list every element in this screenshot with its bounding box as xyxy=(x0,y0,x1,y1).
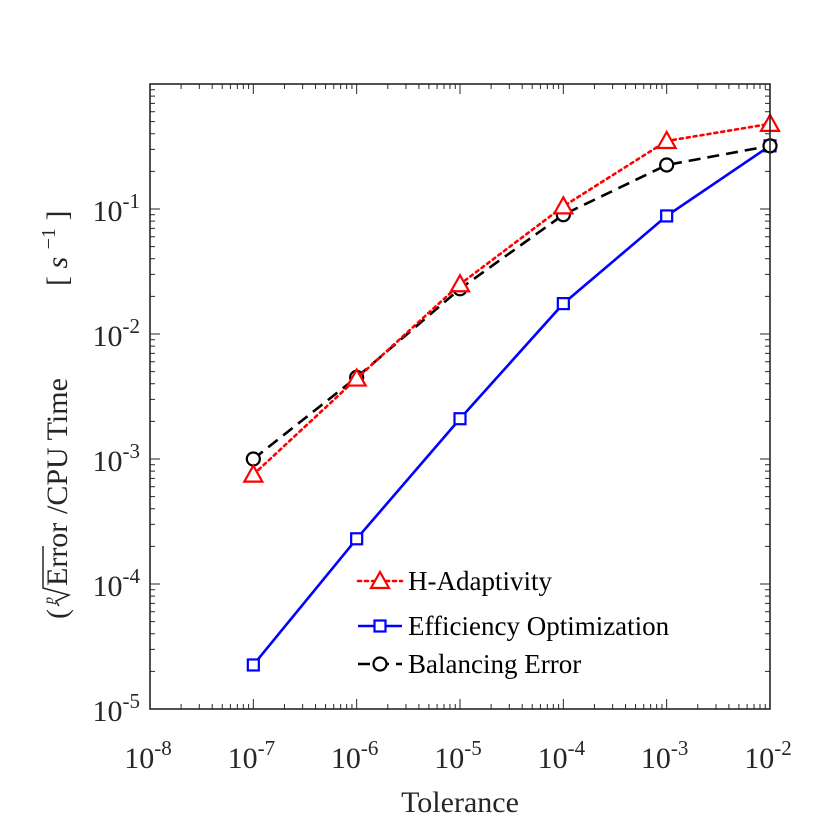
legend: H-Adaptivity Efficiency Optimization Balan… xyxy=(356,566,670,679)
series-efficiency-optimization xyxy=(246,139,777,672)
svg-text:/CPU Time: /CPU Time xyxy=(41,378,74,514)
series-line xyxy=(252,122,772,476)
axis-ticks xyxy=(149,83,771,710)
svg-text:(: ( xyxy=(41,609,74,619)
x-axis-label: Tolerance xyxy=(401,786,519,819)
x-tick-label: 10-3 xyxy=(641,736,689,775)
tick-labels: 10-8 10-7 10-6 10-5 10-4 10-3 10-2 10-5 10-4 10-3… xyxy=(93,189,792,775)
x-tick-label: 10-6 xyxy=(331,736,379,775)
x-tick-label: 10-7 xyxy=(228,736,275,775)
data-series xyxy=(242,112,781,672)
y-label-open-paren: ( xyxy=(41,609,74,619)
legend-marker-circle xyxy=(372,656,388,672)
series-line xyxy=(252,144,771,666)
data-point-square xyxy=(453,412,467,426)
x-tick-label: 10-5 xyxy=(434,736,482,775)
data-point-square xyxy=(660,209,674,223)
y-tick-label: 10-1 xyxy=(93,189,141,228)
legend-label: Balancing Error xyxy=(408,649,581,679)
legend-item: Balancing Error xyxy=(358,649,581,679)
legend-label: H-Adaptivity xyxy=(408,566,552,596)
data-point-triangle xyxy=(655,129,678,150)
y-label-unit-exp: −1 xyxy=(38,228,60,249)
y-label-radicand: Error xyxy=(41,523,74,586)
data-point-square xyxy=(556,297,570,311)
series-h-adaptivity xyxy=(242,112,781,483)
y-label-unit-open: [ xyxy=(41,276,74,286)
y-axis-label: ( p Error /CPU Time [ s −1 ] xyxy=(29,211,74,619)
legend-marker-square xyxy=(373,619,387,633)
data-point-circle xyxy=(659,157,675,173)
y-label-radical-sign xyxy=(42,546,72,607)
data-point-square xyxy=(350,532,364,546)
x-tick-label: 10-2 xyxy=(744,736,792,775)
data-point-square xyxy=(246,658,260,672)
data-point-triangle xyxy=(449,273,471,293)
legend-item: Efficiency Optimization xyxy=(358,611,670,641)
y-label-unit-var: s xyxy=(41,257,74,269)
data-point-triangle xyxy=(552,195,575,215)
series-balancing-error xyxy=(245,138,778,467)
y-label-text: /CPU Time xyxy=(41,378,74,514)
data-point-triangle xyxy=(242,463,265,483)
legend-label: Efficiency Optimization xyxy=(408,611,670,641)
y-tick-label: 10-4 xyxy=(93,564,141,603)
data-point-triangle xyxy=(345,367,368,387)
y-label-unit-close: ] xyxy=(41,211,74,221)
legend-item: H-Adaptivity xyxy=(356,566,552,596)
y-label-root-index: p xyxy=(42,597,57,605)
y-tick-label: 10-5 xyxy=(93,689,141,728)
series-line xyxy=(252,144,771,461)
x-tick-label: 10-8 xyxy=(124,736,172,775)
plot-frame xyxy=(149,83,771,710)
legend-marker-triangle xyxy=(369,569,391,590)
svg-text:[ s −1 ]: [ s −1 ] xyxy=(29,211,74,286)
y-tick-label: 10-2 xyxy=(93,314,141,353)
x-tick-label: 10-4 xyxy=(538,736,586,775)
y-tick-label: 10-3 xyxy=(93,439,141,478)
